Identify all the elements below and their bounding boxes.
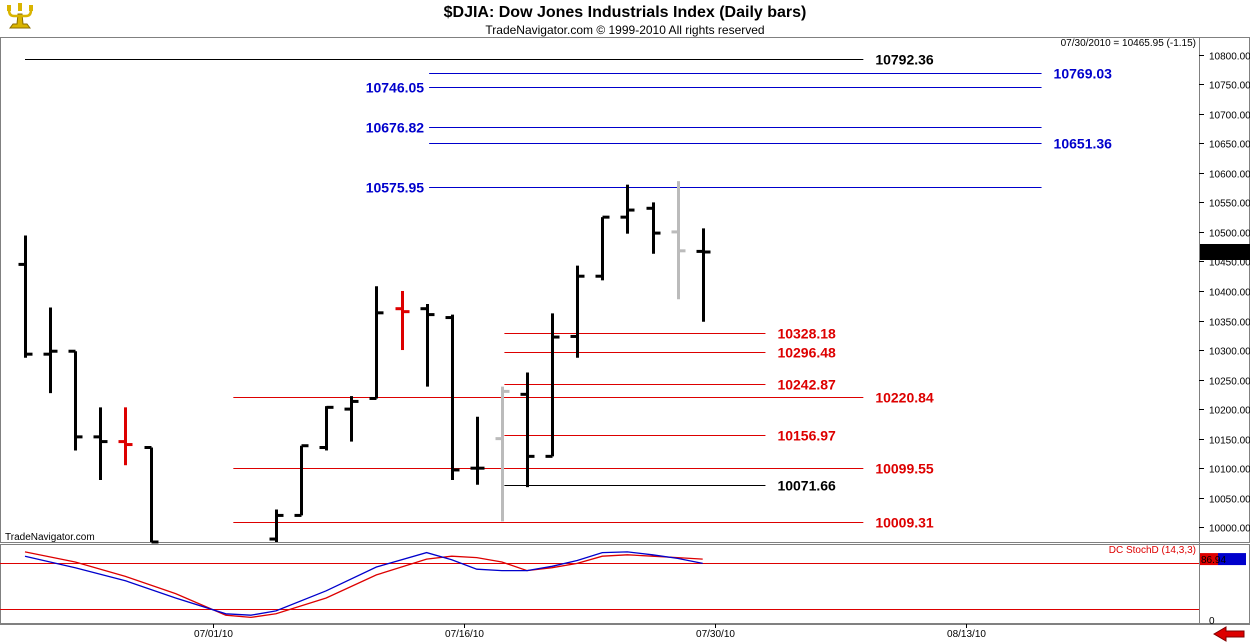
last-bar-readout: 07/30/2010 = 10465.95 (-1.15): [1061, 38, 1196, 49]
ohlc-bar: [495, 386, 510, 522]
ohlc-bar: [68, 349, 83, 451]
price-tick-label: 10200.00: [1209, 406, 1250, 417]
stoch-red-marker: [1200, 553, 1218, 566]
ohlc-bar: [646, 202, 661, 254]
level-label: 10071.66: [777, 478, 836, 494]
copyright-subtitle: TradeNavigator.com © 1999-2010 All right…: [485, 23, 764, 37]
level-label: 10328.18: [777, 326, 836, 342]
ohlc-bar: [570, 265, 585, 358]
date-tick-label: 07/30/10: [696, 629, 735, 640]
price-tick-label: 10750.00: [1209, 81, 1250, 92]
level-label: 10575.95: [366, 180, 425, 196]
price-tick-label: 10300.00: [1209, 347, 1250, 358]
ohlc-bar: [420, 303, 435, 387]
ohlc-bar: [319, 405, 334, 451]
ohlc-bar: [144, 445, 159, 544]
level-label: 10296.48: [777, 345, 836, 361]
level-label: 10156.97: [777, 428, 836, 444]
stochastic-panel: [0, 544, 1250, 624]
ohlc-bar: [520, 372, 535, 488]
price-tick-label: 10450.00: [1209, 258, 1250, 269]
ohlc-bar: [671, 181, 686, 300]
level-label: 10676.82: [366, 120, 425, 136]
price-axis: 10000.00 10050.00 10100.00 10150.00 10200.00…: [1199, 52, 1250, 535]
stochastic-line: [24, 551, 703, 616]
last-price-label: 10465.95: [1203, 248, 1245, 259]
price-tick-label: 10400.00: [1209, 288, 1250, 299]
candelabra-logo-icon: [7, 3, 33, 29]
stochastic-title: DC StochD (14,3,3): [1109, 545, 1196, 556]
ohlc-bar: [93, 407, 108, 480]
price-tick-label: 10600.00: [1209, 170, 1250, 181]
stoch-value-label: 86.94: [1201, 555, 1226, 566]
level-label: 10769.03: [1054, 66, 1113, 82]
ohlc-bar: [18, 235, 33, 358]
date-axis: 07/01/10 07/16/10 07/30/10 08/13/10: [194, 624, 986, 640]
ohlc-bar: [696, 228, 711, 322]
ohlc-bar: [595, 215, 610, 281]
price-tick-label: 10000.00: [1209, 524, 1250, 535]
ohlc-bar: [395, 290, 410, 351]
ohlc-bar: [545, 313, 560, 458]
price-tick-label: 10100.00: [1209, 465, 1250, 476]
ohlc-bar: [344, 396, 359, 442]
price-tick-label: 10150.00: [1209, 436, 1250, 447]
price-panel: [0, 37, 1250, 543]
ohlc-bar: [43, 307, 58, 394]
ohlc-bar: [369, 286, 384, 400]
ohlc-bar: [269, 509, 284, 542]
stochastic-line: [24, 551, 703, 619]
level-label: 10746.05: [366, 80, 425, 96]
level-label: 10792.36: [875, 52, 934, 68]
level-label: 10651.36: [1054, 136, 1113, 152]
stochastic-lines: 86.94 0: [0, 551, 1246, 627]
watermark: TradeNavigator.com: [5, 532, 95, 543]
last-price-box: [1200, 243, 1250, 260]
date-tick-label: 07/16/10: [445, 629, 484, 640]
red-left-arrow-icon[interactable]: [1212, 626, 1246, 642]
price-tick-label: 10050.00: [1209, 495, 1250, 506]
price-tick-label: 10350.00: [1209, 318, 1250, 329]
ohlc-bar: [118, 407, 133, 466]
level-label: 10220.84: [875, 390, 934, 406]
price-tick-label: 10650.00: [1209, 140, 1250, 151]
level-lines: 10792.36 10769.03 10746.05 10676.82 10651.36…: [25, 52, 1112, 531]
level-label: 10099.55: [875, 461, 934, 477]
price-tick-label: 10250.00: [1209, 377, 1250, 388]
date-tick-label: 07/01/10: [194, 629, 233, 640]
price-tick-label: 10550.00: [1209, 199, 1250, 210]
ohlc-bars: [18, 181, 711, 544]
ohlc-bar: [620, 184, 635, 234]
level-label: 10242.87: [777, 377, 836, 393]
price-tick-label: 10500.00: [1209, 229, 1250, 240]
chart-title: $DJIA: Dow Jones Industrials Index (Dail…: [444, 4, 807, 21]
ohlc-bar: [445, 314, 460, 480]
stoch-tick-label: 0: [1209, 616, 1215, 627]
date-tick-label: 08/13/10: [947, 629, 986, 640]
ohlc-bar: [470, 416, 485, 485]
stoch-blue-marker: [1218, 553, 1246, 566]
ohlc-bar: [294, 444, 309, 517]
level-label: 10009.31: [875, 515, 934, 531]
price-tick-label: 10800.00: [1209, 52, 1250, 63]
price-tick-label: 10700.00: [1209, 111, 1250, 122]
